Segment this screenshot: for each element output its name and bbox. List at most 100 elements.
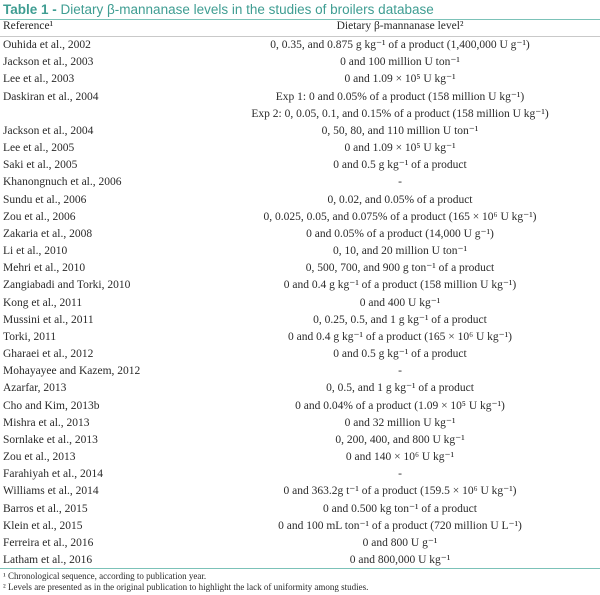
header-level: Dietary β-mannanase level² xyxy=(336,20,464,32)
table-row: Exp 2: 0, 0.05, 0.1, and 0.15% of a prod… xyxy=(0,106,600,123)
level-cell: - xyxy=(398,176,402,189)
level-cell: - xyxy=(398,365,402,378)
level-cell: 0 and 363.2g t⁻¹ of a product (159.5 × 1… xyxy=(283,485,517,498)
reference-cell: Mussini et al., 2011 xyxy=(3,313,94,326)
level-cell: 0, 500, 700, and 900 g ton⁻¹ of a produc… xyxy=(305,262,495,275)
table-row: Li et al., 2010 0, 10, and 20 million U t… xyxy=(0,243,600,260)
table-row: Mussini et al., 2011 0, 0.25, 0.5, and 1 … xyxy=(0,312,600,329)
level-cell: 0, 50, 80, and 110 million U ton⁻¹ xyxy=(321,124,479,137)
reference-cell: Khanongnuch et al., 2006 xyxy=(3,176,122,189)
table-row: Ouhida et al., 2002 0, 0.35, and 0.875 g … xyxy=(0,37,600,54)
level-cell: 0, 0.5, and 1 g kg⁻¹ of a product xyxy=(326,382,474,395)
table-row: Mehri et al., 2010 0, 500, 700, and 900 g… xyxy=(0,260,600,277)
reference-cell: Ouhida et al., 2002 xyxy=(3,39,91,51)
reference-cell: Lee et al., 2003 xyxy=(3,73,75,86)
table-row: Torki, 2011 0 and 0.4 g kg⁻¹ of a product… xyxy=(0,329,600,346)
reference-cell: Ferreira et al., 2016 xyxy=(3,536,94,549)
reference-cell: Azarfar, 2013 xyxy=(3,382,67,395)
table-row: Mishra et al., 2013 0 and 32 million U kg… xyxy=(0,415,600,432)
reference-cell: Mehri et al., 2010 xyxy=(3,262,86,275)
level-cell: 0 and 1.09 × 10⁵ U kg⁻¹ xyxy=(344,73,456,86)
table-row: Zangiabadi and Torki, 2010 0 and 0.4 g kg… xyxy=(0,277,600,294)
table-row: Gharaei et al., 2012 0 and 0.5 g kg⁻¹ of … xyxy=(0,346,600,363)
header-rule xyxy=(0,36,600,37)
table-row: Ferreira et al., 2016 0 and 800 U g⁻¹ xyxy=(0,535,600,552)
table-row: Mohayayee and Kazem, 2012 - xyxy=(0,363,600,380)
table-row: Zou et al., 2013 0 and 140 × 10⁶ U kg⁻¹ xyxy=(0,449,600,466)
header-reference: Reference¹ xyxy=(3,20,54,32)
level-cell: 0, 0.35, and 0.875 g kg⁻¹ of a product (… xyxy=(270,39,530,51)
reference-cell: Jackson et al., 2003 xyxy=(3,56,94,69)
footnote-2: ² Levels are presented as in the origina… xyxy=(3,582,369,592)
level-cell: 0 and 0.04% of a product (1.09 × 10⁵ U k… xyxy=(295,399,505,412)
level-cell: 0 and 140 × 10⁶ U kg⁻¹ xyxy=(345,451,455,464)
level-cell: 0 and 0.5 g kg⁻¹ of a product xyxy=(333,348,467,361)
reference-cell: Li et al., 2010 xyxy=(3,245,68,258)
level-cell: 0 and 32 million U kg⁻¹ xyxy=(344,416,456,429)
reference-cell: Mohayayee and Kazem, 2012 xyxy=(3,365,141,378)
table-row: Lee et al., 2003 0 and 1.09 × 10⁵ U kg⁻¹ xyxy=(0,71,600,88)
reference-cell: Gharaei et al., 2012 xyxy=(3,348,94,361)
level-cell: 0 and 0.4 g kg⁻¹ of a product (165 × 10⁶… xyxy=(287,330,513,343)
table-row: Sornlake et al., 2013 0, 200, 400, and 80… xyxy=(0,432,600,449)
table-header: Reference¹ Dietary β-mannanase level² xyxy=(0,20,600,36)
reference-cell: Sundu et al., 2006 xyxy=(3,193,87,206)
level-cell: 0 and 800 U g⁻¹ xyxy=(362,536,438,549)
level-cell: 0 and 0.500 kg ton⁻¹ of a product xyxy=(323,502,477,515)
reference-cell: Torki, 2011 xyxy=(3,330,57,343)
table-row: Jackson et al., 2003 0 and 100 million U … xyxy=(0,54,600,71)
level-cell: Exp 2: 0, 0.05, 0.1, and 0.15% of a prod… xyxy=(251,107,549,120)
table-number: Table 1 - xyxy=(3,2,57,17)
level-cell: 0 and 100 mL ton⁻¹ of a product (720 mil… xyxy=(278,519,522,532)
reference-cell: Mishra et al., 2013 xyxy=(3,416,90,429)
reference-cell: Jackson et al., 2004 xyxy=(3,124,94,137)
level-cell: 0 and 800,000 U kg⁻¹ xyxy=(349,554,451,567)
reference-cell: Lee et al., 2005 xyxy=(3,142,75,155)
reference-cell: Zou et al., 2013 xyxy=(3,451,76,464)
table-row: Kong et al., 2011 0 and 400 U kg⁻¹ xyxy=(0,295,600,312)
level-cell: 0 and 0.05% of a product (14,000 U g⁻¹) xyxy=(306,227,494,240)
level-cell: 0 and 0.5 g kg⁻¹ of a product xyxy=(333,159,467,172)
level-cell: 0, 10, and 20 million U ton⁻¹ xyxy=(332,245,468,258)
table-row: Daskiran et al., 2004 Exp 1: 0 and 0.05% … xyxy=(0,89,600,106)
table-row: Lee et al., 2005 0 and 1.09 × 10⁵ U kg⁻¹ xyxy=(0,140,600,157)
table-row: Klein et al., 2015 0 and 100 mL ton⁻¹ of … xyxy=(0,518,600,535)
reference-cell: Zakaria et al., 2008 xyxy=(3,227,93,240)
table-row: Williams et al., 2014 0 and 363.2g t⁻¹ of… xyxy=(0,483,600,500)
table-title: Table 1 - Dietary β-mannanase levels in … xyxy=(3,2,434,17)
bottom-rule xyxy=(0,568,600,569)
reference-cell: Williams et al., 2014 xyxy=(3,485,99,498)
level-cell: 0, 0.25, 0.5, and 1 g kg⁻¹ of a product xyxy=(313,313,487,326)
reference-cell: Zangiabadi and Torki, 2010 xyxy=(3,279,131,292)
level-cell: - xyxy=(398,468,402,481)
table-row: Zou et al., 2006 0, 0.025, 0.05, and 0.07… xyxy=(0,209,600,226)
level-cell: 0 and 100 million U ton⁻¹ xyxy=(340,56,460,69)
table-row: Cho and Kim, 2013b 0 and 0.04% of a produ… xyxy=(0,398,600,415)
table-row: Sundu et al., 2006 0, 0.02, and 0.05% of … xyxy=(0,192,600,209)
level-cell: 0, 0.02, and 0.05% of a product xyxy=(327,193,473,206)
reference-cell: Zou et al., 2006 xyxy=(3,210,76,223)
table-row: Latham et al., 2016 0 and 800,000 U kg⁻¹ xyxy=(0,552,600,569)
level-cell: 0 and 400 U kg⁻¹ xyxy=(359,296,441,309)
table-row: Khanongnuch et al., 2006 - xyxy=(0,174,600,191)
table-row: Zakaria et al., 2008 0 and 0.05% of a pro… xyxy=(0,226,600,243)
reference-cell: Daskiran et al., 2004 xyxy=(3,90,99,103)
table-row: Barros et al., 2015 0 and 0.500 kg ton⁻¹ … xyxy=(0,501,600,518)
level-cell: Exp 1: 0 and 0.05% of a product (158 mil… xyxy=(275,90,525,103)
level-cell: 0, 200, 400, and 800 U kg⁻¹ xyxy=(335,433,465,446)
reference-cell: Barros et al., 2015 xyxy=(3,502,88,515)
level-cell: 0 and 0.4 g kg⁻¹ of a product (158 milli… xyxy=(283,279,517,292)
title-rule xyxy=(0,19,600,20)
table-title-text: Dietary β-mannanase levels in the studie… xyxy=(56,2,434,17)
reference-cell: Klein et al., 2015 xyxy=(3,519,83,532)
reference-cell: Sornlake et al., 2013 xyxy=(3,433,98,446)
table-row: Farahiyah et al., 2014 - xyxy=(0,466,600,483)
reference-cell: Latham et al., 2016 xyxy=(3,554,93,567)
table-row: Azarfar, 2013 0, 0.5, and 1 g kg⁻¹ of a p… xyxy=(0,380,600,397)
level-cell: 0 and 1.09 × 10⁵ U kg⁻¹ xyxy=(344,142,456,155)
footnote-1: ¹ Chronological sequence, according to p… xyxy=(3,571,207,581)
table-row: Jackson et al., 2004 0, 50, 80, and 110 m… xyxy=(0,123,600,140)
level-cell: 0, 0.025, 0.05, and 0.075% of a product … xyxy=(263,210,537,223)
table-row: Saki et al., 2005 0 and 0.5 g kg⁻¹ of a p… xyxy=(0,157,600,174)
reference-cell: Farahiyah et al., 2014 xyxy=(3,468,103,481)
